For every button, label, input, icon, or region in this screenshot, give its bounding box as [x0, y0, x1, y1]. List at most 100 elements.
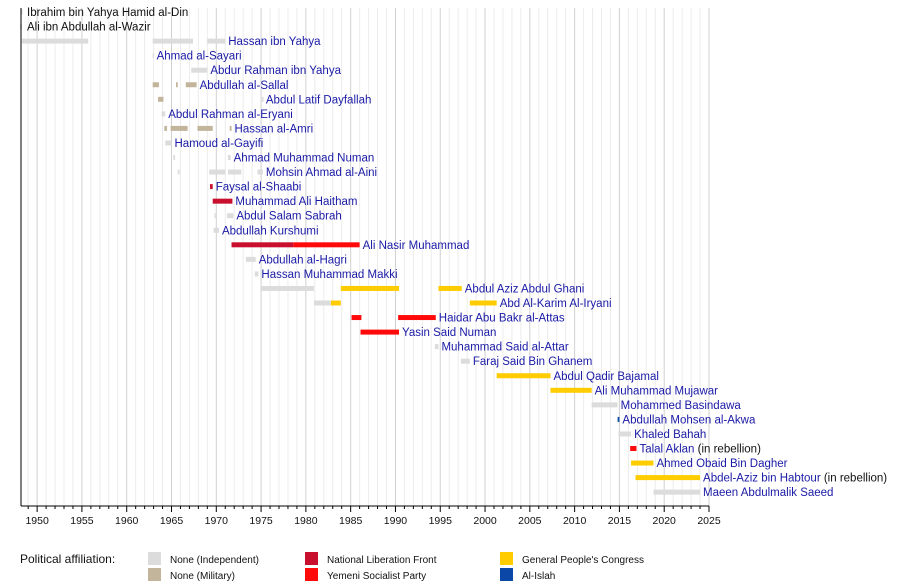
- row-label: Muhammad Said al-Attar: [441, 342, 568, 354]
- term-bar-gpc: [496, 373, 551, 379]
- person-note: (in rebellion): [694, 444, 761, 456]
- person-name: Yasin Said Numan: [402, 327, 496, 339]
- person-name: Khaled Bahah: [634, 429, 706, 441]
- term-bar-military: [185, 82, 197, 88]
- x-tick-label: 2005: [518, 515, 542, 527]
- term-bar-ysp: [351, 315, 362, 321]
- term-bar-independent: [227, 169, 242, 175]
- term-bar-independent: [434, 344, 439, 350]
- term-bar-gpc: [631, 460, 654, 466]
- x-tick-label: 1950: [25, 515, 49, 527]
- person-name: Abdul Aziz Abdul Ghani: [465, 283, 585, 295]
- term-bar-independent: [227, 213, 234, 219]
- term-bar-independent: [213, 227, 219, 233]
- term-bar-military: [164, 125, 168, 131]
- term-bar-military: [229, 125, 232, 131]
- legend-swatch-independent: [148, 552, 161, 565]
- person-name: Faysal al-Shaabi: [216, 182, 302, 194]
- x-tick-label: 2000: [473, 515, 497, 527]
- row-label: Muhammad Ali Haitham: [235, 196, 357, 208]
- legend-title: Political affiliation:: [20, 552, 115, 566]
- row-label: Faraj Said Bin Ghanem: [473, 356, 593, 368]
- x-tick-label: 1990: [384, 515, 408, 527]
- x-tick-label: 1965: [160, 515, 184, 527]
- person-name: Mohsin Ahmad al-Aini: [266, 167, 377, 179]
- row-label: Abdul Qadir Bajamal: [553, 371, 658, 383]
- person-name: Ali Muhammad Mujawar: [595, 385, 719, 397]
- legend-label-ysp: Yemeni Socialist Party: [327, 571, 426, 582]
- person-name: Abdullah Mohsen al-Akwa: [622, 414, 756, 426]
- term-bar-independent: [177, 169, 180, 175]
- x-tick-label: 1980: [294, 515, 318, 527]
- person-name: Abdur Rahman ibn Yahya: [210, 65, 341, 77]
- row-label: Abd Al-Karim Al-Iryani: [500, 298, 612, 310]
- person-name: Abdul Salam Sabrah: [236, 211, 341, 223]
- row-label: Abdul Rahman al-Eryani: [168, 109, 293, 121]
- person-name: Haidar Abu Bakr al-Attas: [439, 313, 565, 325]
- x-tick-label: 1985: [339, 515, 363, 527]
- term-bar-independent: [254, 271, 259, 277]
- x-axis: 1950 1955 1960 1965 1970 1975 1980 1985 1990 1995…: [20, 8, 721, 527]
- row-label: Khaled Bahah: [634, 429, 706, 441]
- person-name: Ahmad Muhammad Numan: [234, 153, 375, 165]
- row-label: Yasin Said Numan: [402, 327, 496, 339]
- row-label: Talal Aklan (in rebellion): [639, 444, 761, 456]
- row-label: Mohsin Ahmad al-Aini: [266, 167, 377, 179]
- legend: Political affiliation: None (Independent)…: [20, 552, 644, 582]
- person-name: Abdullah Kurshumi: [222, 225, 319, 237]
- legend-label-military: None (Military): [170, 571, 235, 582]
- person-name: Ibrahim bin Yahya Hamid al-Din: [27, 7, 188, 19]
- term-bar-independent: [21, 38, 89, 44]
- row-label: Abdul Salam Sabrah: [236, 211, 341, 223]
- row-label: Hamoud al-Gayifi: [175, 138, 264, 150]
- row-label: Abdel-Aziz bin Habtour (in rebellion): [703, 473, 887, 485]
- row-labels: Ibrahim bin Yahya Hamid al-Din Ali ibn Ab…: [27, 7, 887, 499]
- legend-swatch-ysp: [305, 568, 318, 581]
- term-bar-independent: [207, 38, 226, 44]
- term-bar-independent: [618, 431, 632, 437]
- legend-label-independent: None (Independent): [170, 555, 259, 566]
- person-name: Abdul Qadir Bajamal: [553, 371, 658, 383]
- legend-label-islah: Al-Islah: [522, 571, 555, 582]
- row-label: Mohammed Basindawa: [621, 400, 742, 412]
- person-name: Abdullah al-Sallal: [200, 80, 289, 92]
- term-bar-independent: [161, 111, 166, 117]
- term-bar-independent: [313, 300, 331, 306]
- term-bar-independent: [173, 155, 176, 160]
- term-bar-ysp: [293, 242, 360, 248]
- row-label: Abdullah Kurshumi: [222, 225, 319, 237]
- row-label: Ahmed Obaid Bin Dagher: [656, 458, 787, 470]
- row-label: Ali Nasir Muhammad: [363, 240, 470, 252]
- term-bar-independent: [460, 358, 470, 364]
- term-bar-gpc: [469, 300, 497, 306]
- term-bars: [20, 9, 701, 495]
- person-name: Muhammad Ali Haitham: [235, 196, 357, 208]
- person-name: Hassan Muhammad Makki: [261, 269, 397, 281]
- person-name: Hassan al-Amri: [235, 123, 314, 135]
- person-name: Mohammed Basindawa: [621, 400, 742, 412]
- row-label: Hassan al-Amri: [235, 123, 314, 135]
- term-bar-independent: [165, 140, 172, 146]
- legend-swatch-nlf: [305, 552, 318, 565]
- row-label: Ali ibn Abdullah al-Wazir: [27, 22, 151, 34]
- term-bar-nlf: [210, 184, 213, 190]
- row-label: Abdul Latif Dayfallah: [266, 94, 371, 106]
- term-bar-independent: [227, 155, 231, 160]
- person-name: Abdel-Aziz bin Habtour: [703, 473, 821, 485]
- term-bar-gpc: [340, 285, 400, 291]
- term-bar-military: [152, 82, 159, 88]
- row-label: Abdullah Mohsen al-Akwa: [622, 414, 756, 426]
- term-bar-independent: [152, 38, 193, 44]
- term-bar-ysp: [360, 329, 400, 335]
- term-bar-independent: [257, 169, 263, 175]
- term-bar-islah: [617, 416, 620, 422]
- row-label: Maeen Abdulmalik Saeed: [703, 487, 833, 499]
- person-name: Ali ibn Abdullah al-Wazir: [27, 22, 151, 34]
- term-bar-gpc: [438, 285, 462, 291]
- person-name: Hamoud al-Gayifi: [175, 138, 264, 150]
- row-label: Abdullah al-Hagri: [259, 254, 347, 266]
- term-bar-military: [170, 125, 188, 131]
- term-bar-independent: [209, 169, 226, 175]
- row-label: Faysal al-Shaabi: [216, 182, 302, 194]
